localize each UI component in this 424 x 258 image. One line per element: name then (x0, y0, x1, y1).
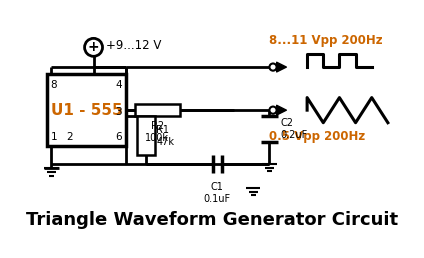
Bar (47, 74, 126, 146)
Text: +9...12 V: +9...12 V (106, 39, 162, 52)
Bar (137, 116, 155, 155)
Circle shape (269, 63, 276, 71)
Text: +: + (88, 40, 99, 54)
Text: 1: 1 (50, 132, 57, 142)
Text: 0.5 Vpp 200Hz: 0.5 Vpp 200Hz (268, 130, 365, 143)
Circle shape (84, 38, 103, 56)
Text: C1
0.1uF: C1 0.1uF (204, 182, 231, 204)
Text: 8...11 Vpp 200Hz: 8...11 Vpp 200Hz (268, 34, 382, 47)
Text: 3: 3 (116, 107, 122, 117)
Bar (135, 104, 180, 116)
Text: C2
0.2uF: C2 0.2uF (280, 118, 307, 140)
Text: U1 - 555: U1 - 555 (50, 103, 122, 118)
Text: Triangle Waveform Generator Circuit: Triangle Waveform Generator Circuit (26, 211, 398, 229)
Text: 2: 2 (67, 132, 73, 142)
Text: 6: 6 (116, 132, 122, 142)
Circle shape (269, 107, 276, 114)
Text: 4: 4 (116, 80, 122, 90)
Text: R2
100k: R2 100k (145, 121, 169, 142)
Text: R1
47k: R1 47k (156, 125, 174, 147)
Text: 8: 8 (50, 80, 57, 90)
